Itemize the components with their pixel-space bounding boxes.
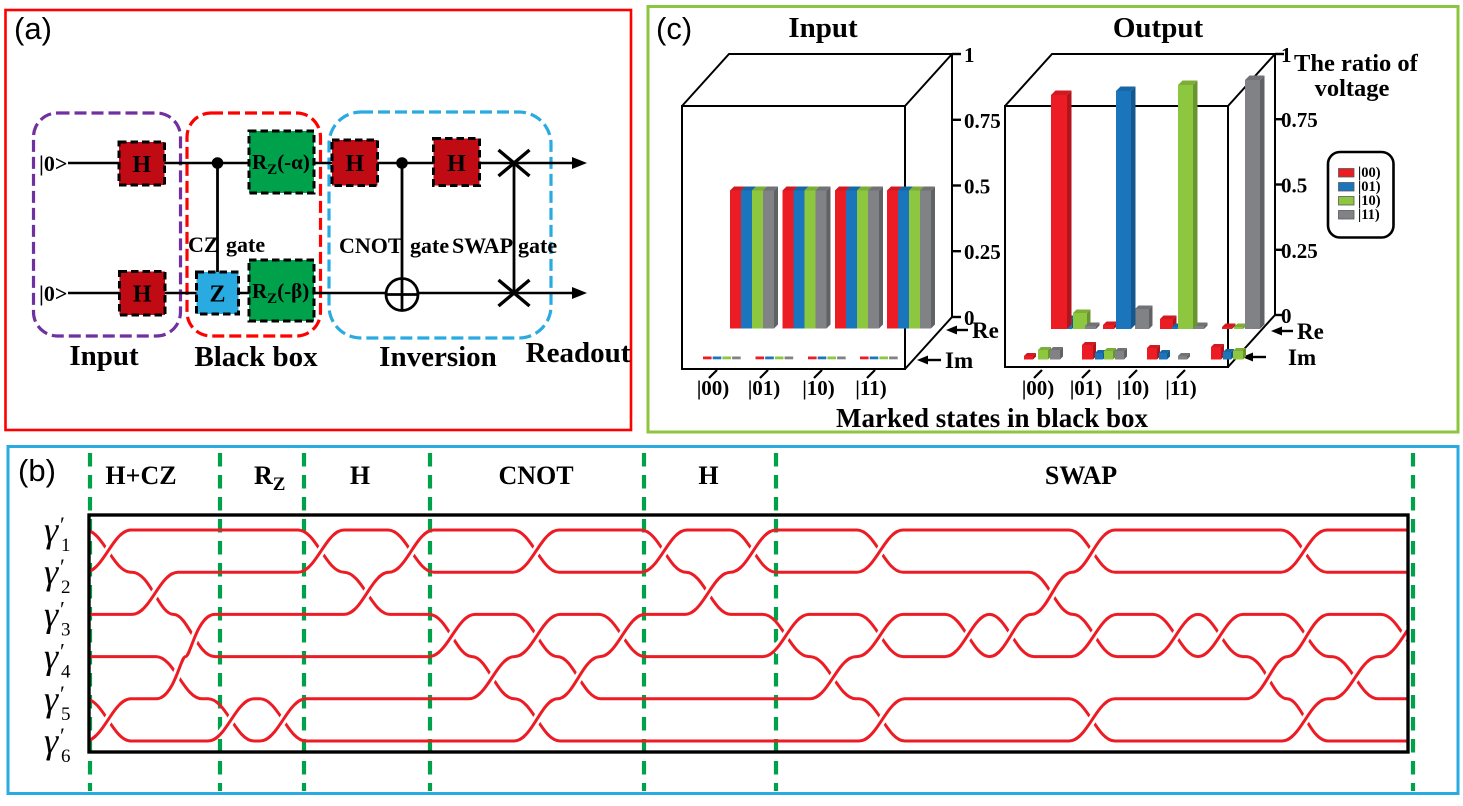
- svg-text:Im: Im: [945, 348, 973, 373]
- svg-text:|10): |10): [802, 376, 835, 400]
- svg-text:γ: γ: [44, 552, 59, 592]
- svg-text:′: ′: [60, 596, 65, 621]
- svg-text:H: H: [447, 151, 466, 177]
- svg-text:|10): |10): [1358, 193, 1381, 209]
- svg-text:0.25: 0.25: [964, 240, 1001, 264]
- svg-text:Marked states in black box: Marked states in black box: [836, 403, 1149, 433]
- svg-text:|01): |01): [1358, 179, 1381, 195]
- svg-text:Output: Output: [1113, 12, 1204, 44]
- svg-text:0.75: 0.75: [1281, 108, 1318, 132]
- svg-text:|01): |01): [1070, 376, 1103, 400]
- svg-text:1: 1: [61, 535, 71, 556]
- svg-text:Black box: Black box: [194, 341, 318, 373]
- svg-text:1: 1: [1281, 43, 1292, 67]
- svg-text:gate: gate: [518, 233, 557, 258]
- svg-text:Inversion: Inversion: [379, 341, 497, 373]
- svg-text:γ: γ: [44, 594, 59, 634]
- svg-text:′: ′: [60, 512, 65, 537]
- svg-text:The ratio of: The ratio of: [1294, 50, 1419, 77]
- svg-text:CNOT: CNOT: [498, 461, 573, 490]
- svg-text:RZ(-β): RZ(-β): [252, 279, 309, 307]
- svg-text:gate: gate: [410, 233, 449, 258]
- svg-text:0: 0: [1281, 304, 1292, 328]
- svg-text:|00): |00): [697, 376, 730, 400]
- svg-text:3: 3: [61, 619, 71, 640]
- svg-text:′: ′: [60, 723, 65, 748]
- svg-text:Z: Z: [209, 282, 225, 308]
- svg-text:voltage: voltage: [1315, 75, 1390, 102]
- svg-text:Re: Re: [1297, 319, 1324, 344]
- svg-text:CNOT: CNOT: [339, 233, 403, 258]
- svg-text:|11): |11): [855, 376, 886, 400]
- svg-text:′: ′: [60, 639, 65, 664]
- svg-text:|11): |11): [1358, 207, 1380, 223]
- svg-text:H: H: [133, 282, 152, 308]
- svg-text:|10): |10): [1117, 376, 1150, 400]
- svg-text:2: 2: [61, 577, 71, 598]
- svg-text:0.5: 0.5: [1281, 174, 1307, 198]
- svg-text:SWAP: SWAP: [452, 233, 513, 258]
- svg-text:|01): |01): [748, 376, 781, 400]
- svg-text:0.25: 0.25: [1281, 239, 1318, 263]
- svg-text:γ: γ: [44, 721, 59, 761]
- svg-text:(a): (a): [14, 11, 52, 46]
- svg-text:γ: γ: [44, 637, 59, 677]
- svg-text:SWAP: SWAP: [1045, 461, 1117, 490]
- svg-text:0: 0: [964, 306, 975, 330]
- svg-text:H: H: [698, 461, 718, 490]
- svg-text:Im: Im: [1288, 345, 1316, 370]
- svg-text:1: 1: [964, 43, 975, 67]
- svg-text:γ: γ: [44, 510, 59, 550]
- svg-text:5: 5: [61, 704, 71, 725]
- svg-text:H: H: [350, 461, 370, 490]
- svg-text:|0>: |0>: [39, 281, 67, 306]
- svg-text:′: ′: [60, 681, 65, 706]
- svg-text:Readout: Readout: [526, 337, 631, 369]
- svg-text:4: 4: [61, 662, 71, 683]
- svg-text:0.75: 0.75: [964, 109, 1001, 133]
- svg-text:γ: γ: [44, 679, 59, 719]
- svg-text:′: ′: [60, 554, 65, 579]
- svg-text:Input: Input: [69, 340, 139, 372]
- svg-text:H: H: [345, 151, 364, 177]
- svg-text:gate: gate: [226, 232, 265, 257]
- svg-text:|00): |00): [1358, 165, 1381, 181]
- svg-text:|11): |11): [1165, 376, 1196, 400]
- svg-text:RZ(-α): RZ(-α): [252, 150, 310, 178]
- svg-text:Input: Input: [788, 12, 858, 44]
- svg-text:Re: Re: [972, 318, 999, 343]
- svg-text:|00): |00): [1022, 376, 1055, 400]
- svg-text:CZ: CZ: [188, 232, 219, 257]
- svg-text:|0>: |0>: [39, 151, 67, 176]
- svg-text:(b): (b): [18, 453, 56, 488]
- svg-text:(c): (c): [656, 11, 692, 46]
- svg-text:0.5: 0.5: [964, 175, 990, 199]
- svg-text:H: H: [132, 152, 151, 178]
- svg-text:H+CZ: H+CZ: [105, 461, 176, 490]
- svg-text:6: 6: [61, 746, 71, 767]
- svg-text:RZ: RZ: [254, 461, 285, 495]
